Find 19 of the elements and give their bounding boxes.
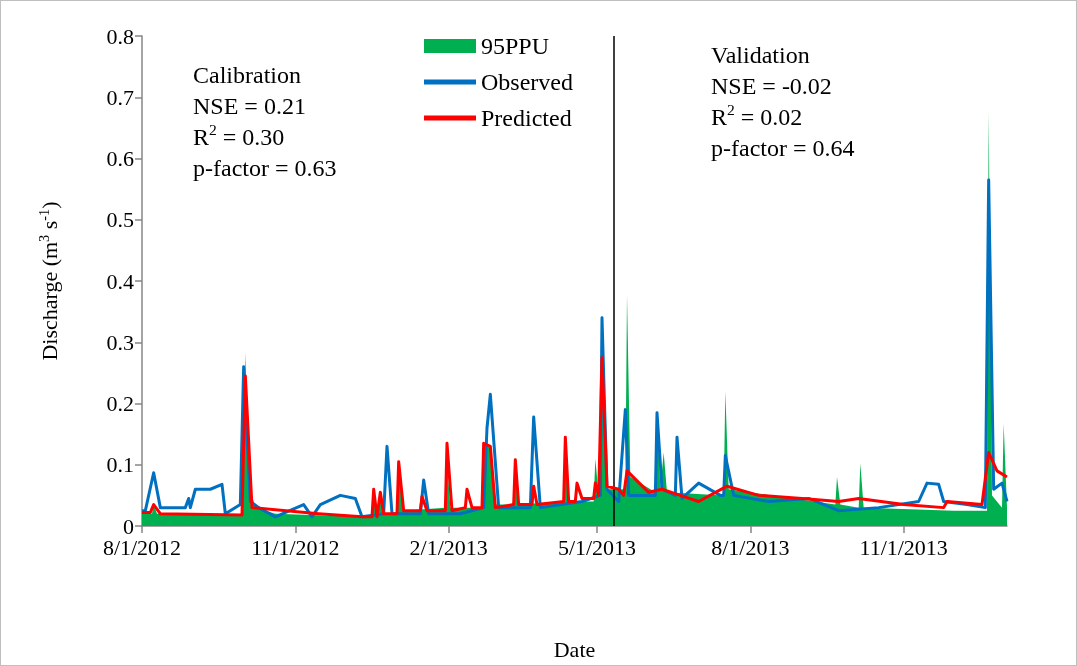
y-tick-label: 0.5 xyxy=(106,207,134,233)
x-axis-title: Date xyxy=(553,636,596,662)
legend-label: Observed xyxy=(481,69,573,95)
y-tick-label: 0.3 xyxy=(106,329,134,355)
y-tick-label: 0.1 xyxy=(106,452,134,478)
x-tick-label: 5/1/2013 xyxy=(557,534,637,560)
x-tick-label: 11/1/2013 xyxy=(859,534,948,560)
x-tick-label: 8/1/2013 xyxy=(711,534,790,560)
line-series xyxy=(140,356,1009,519)
legend-label: Predicted xyxy=(481,105,572,131)
y-tick-label: 0.6 xyxy=(106,146,134,171)
x-tick-label: 2/1/2013 xyxy=(409,534,488,560)
y-tick-label: 0.8 xyxy=(106,23,134,49)
x-tick-label: 11/1/2012 xyxy=(251,534,340,560)
y-tick-label: 0.2 xyxy=(106,391,134,416)
y-tick-label: 0.7 xyxy=(106,84,134,110)
legend-label: 95PPU xyxy=(481,33,550,59)
y-axis-title: Discharge (m3 s-1) xyxy=(36,201,62,361)
y-tick-label: 0.4 xyxy=(106,268,134,294)
